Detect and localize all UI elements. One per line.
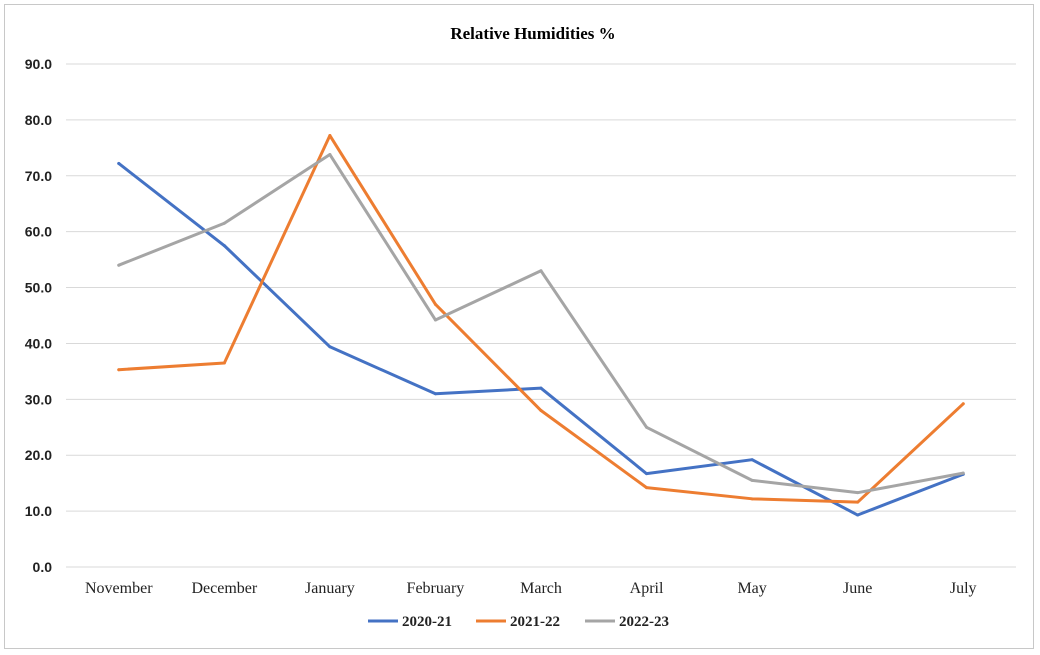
x-tick-label: February	[407, 580, 465, 597]
data-point	[856, 500, 860, 504]
data-point	[856, 491, 860, 495]
data-point	[645, 486, 649, 490]
data-point	[750, 497, 754, 501]
x-tick-label: May	[737, 580, 766, 597]
series-lines	[117, 134, 965, 517]
y-tick-label: 10.0	[25, 503, 52, 519]
chart-title: Relative Humidities %	[450, 24, 615, 43]
data-point	[961, 471, 965, 475]
data-point	[222, 361, 226, 365]
chart-frame	[4, 4, 1034, 649]
data-point	[222, 221, 226, 225]
data-point	[328, 134, 332, 138]
data-point	[433, 392, 437, 396]
y-tick-label: 50.0	[25, 280, 52, 296]
data-point	[750, 478, 754, 482]
y-tick-label: 90.0	[25, 56, 52, 72]
x-tick-label: November	[85, 580, 153, 597]
x-tick-label: July	[950, 580, 977, 597]
y-axis-ticks: 0.0 10.0 20.0 30.0 40.0 50.0 60.0 70.0 80.0 90.0	[25, 56, 52, 575]
x-tick-label: March	[520, 580, 562, 597]
x-tick-label: December	[191, 580, 257, 597]
y-tick-label: 20.0	[25, 447, 52, 463]
data-point	[750, 458, 754, 462]
y-tick-label: 40.0	[25, 335, 52, 351]
legend: 2020-21 2021-22 2022-23	[368, 614, 669, 630]
data-point	[645, 472, 649, 476]
legend-label: 2021-22	[510, 614, 560, 630]
y-tick-label: 80.0	[25, 112, 52, 128]
data-point	[117, 161, 121, 165]
data-point	[539, 386, 543, 390]
data-point	[328, 345, 332, 349]
data-point	[433, 318, 437, 322]
series-line-2022-23	[117, 153, 965, 495]
data-point	[539, 269, 543, 273]
series-line-2020-21	[117, 161, 965, 517]
data-point	[856, 513, 860, 517]
x-axis-ticks: November December January February March Apri…	[85, 580, 977, 597]
data-point	[645, 425, 649, 429]
data-point	[117, 263, 121, 267]
y-tick-label: 0.0	[33, 559, 53, 575]
data-point	[328, 153, 332, 157]
series-line-2021-22	[117, 134, 965, 504]
data-point	[539, 409, 543, 413]
x-tick-label: April	[630, 580, 664, 597]
gridlines	[66, 63, 1016, 568]
x-tick-label: January	[305, 580, 355, 597]
data-point	[222, 244, 226, 248]
legend-label: 2022-23	[619, 614, 669, 630]
y-tick-label: 30.0	[25, 391, 52, 407]
y-tick-label: 60.0	[25, 224, 52, 240]
data-point	[961, 402, 965, 406]
x-tick-label: June	[843, 580, 872, 597]
legend-label: 2020-21	[402, 614, 452, 630]
data-point	[117, 368, 121, 372]
data-point	[433, 302, 437, 306]
y-tick-label: 70.0	[25, 168, 52, 184]
